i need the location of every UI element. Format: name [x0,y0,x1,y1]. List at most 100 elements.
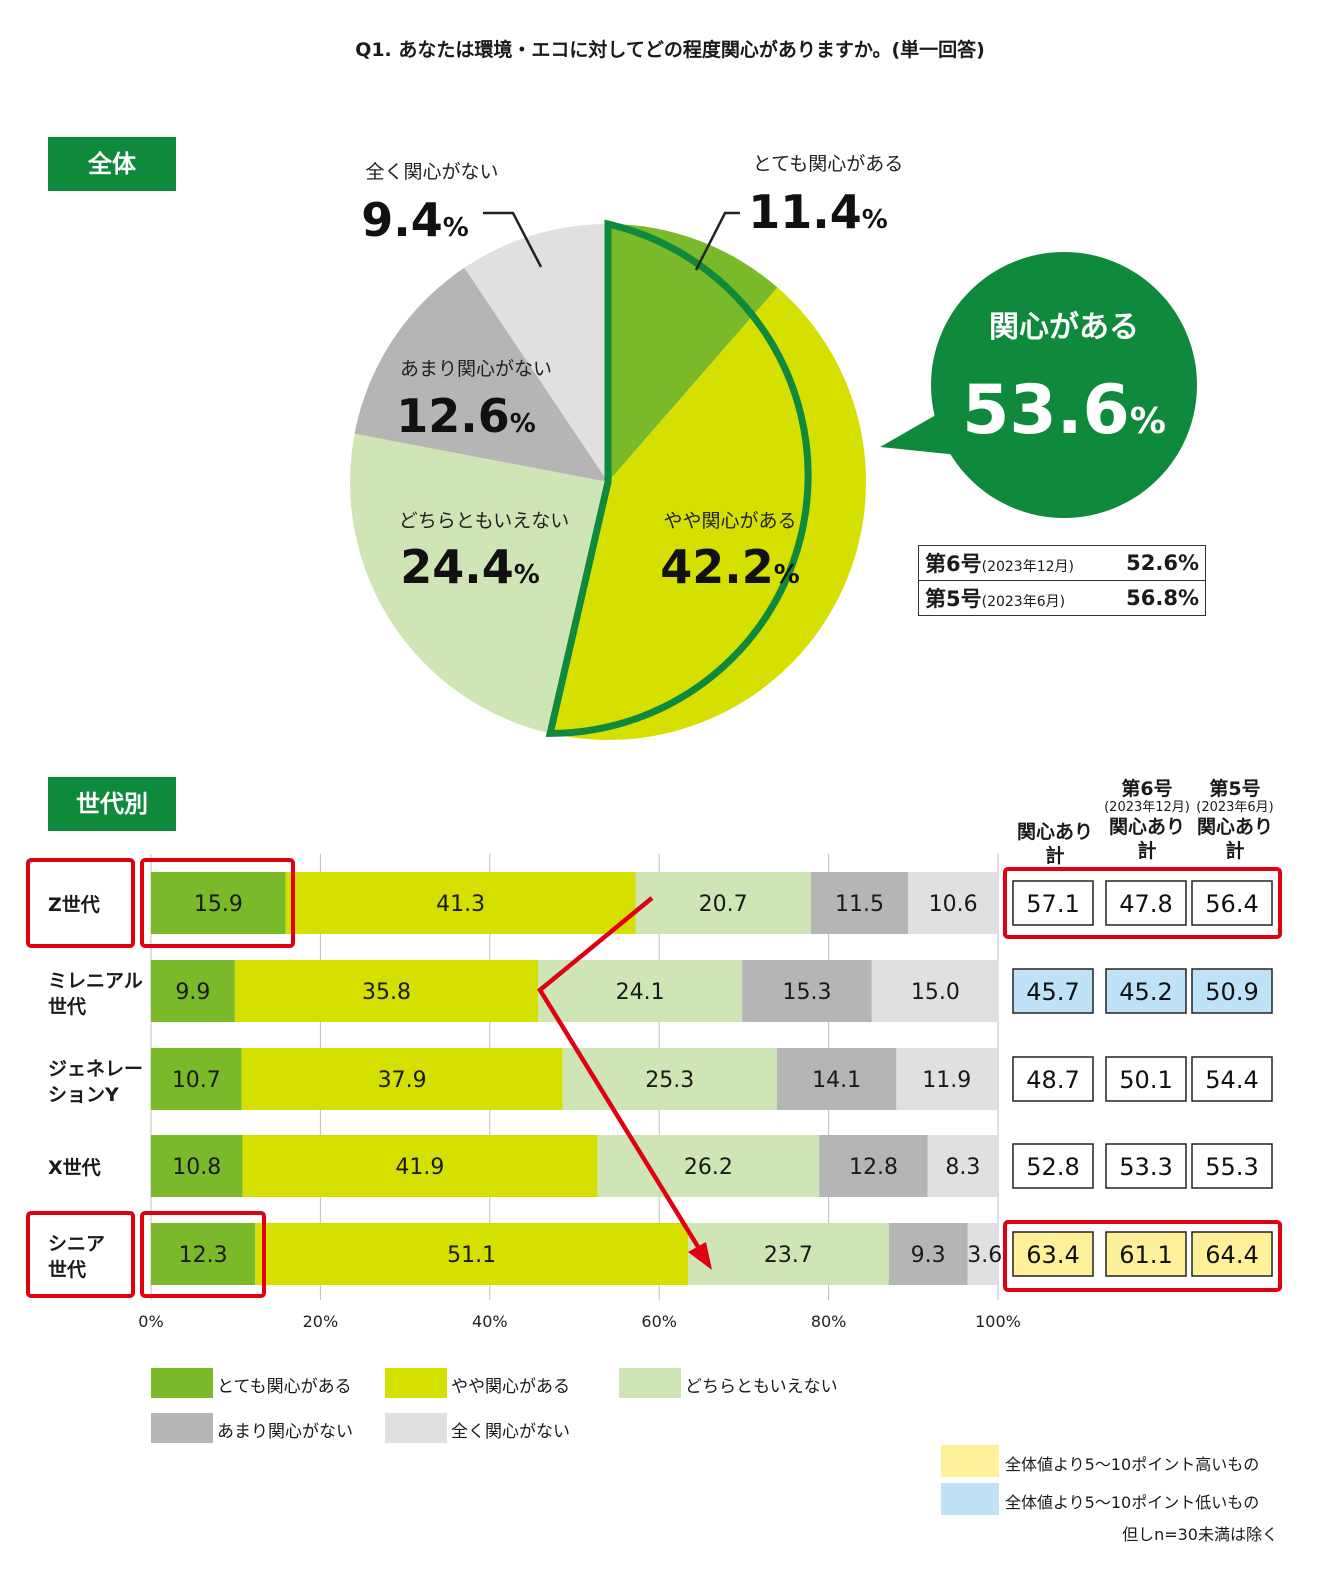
bar-data-label: 15.3 [783,980,832,1005]
bar-data-label: 10.7 [172,1068,221,1093]
note-swatch-high [941,1445,999,1477]
total-value: 48.7 [1026,1066,1079,1094]
legend-label: とても関心がある [217,1377,352,1397]
x-tick-label: 100% [975,1312,1021,1331]
summary-label: 関心がある [989,310,1139,345]
total-box [1105,968,1187,1014]
category-label: 世代 [48,1259,86,1281]
summary-pct: % [1130,401,1166,442]
bar-segment [151,1135,243,1197]
legend-swatch [151,1413,213,1443]
arrow-head [688,1242,712,1270]
category-label: X世代 [48,1157,101,1179]
pie-slice [464,224,608,482]
legend-swatch [385,1368,447,1398]
pie-slice [349,433,608,734]
summary-bubble: 関心がある 53.6% [880,252,1197,518]
comparison-row: 第5号(2023年6月) 56.8% [918,580,1206,616]
bar-data-label: 11.5 [835,892,884,917]
pie-slice [550,287,866,740]
comparison-issue: 第5号 [925,587,982,611]
bar-segment [871,960,999,1022]
bar-data-label: 41.9 [395,1155,444,1180]
bar-data-label: 23.7 [764,1243,813,1268]
total-value: 54.4 [1205,1066,1258,1094]
total-box [1191,968,1273,1014]
section-tag-overall: 全体 [48,137,176,191]
total-value: 63.4 [1026,1241,1079,1269]
pie-slice [608,224,778,482]
category-label: ミレニアル [48,970,143,992]
bar-segment [151,1048,242,1110]
bar-segment [151,1223,256,1285]
bar-data-label: 51.1 [447,1243,496,1268]
summary-value: 53.6 [962,371,1130,450]
total-box [1191,1056,1273,1102]
highlight-frame-senior-very [140,1211,266,1298]
bar-data-label: 12.3 [179,1243,228,1268]
pie-label-name: あまり関心がない [400,358,552,380]
bar-segment [151,960,235,1022]
arrow-line [537,896,702,1252]
bar-segment [927,1135,998,1197]
comparison-row: 第6号(2023年12月) 52.6% [918,545,1206,581]
summary-value-text: 53.6% [962,371,1166,450]
bar-segment [255,1223,688,1285]
bar-data-label: 11.9 [922,1068,971,1093]
total-value: 56.4 [1205,890,1258,918]
total-box [1105,1231,1187,1277]
bar-data-label: 10.8 [172,1155,221,1180]
note-high: 全体値より5～10ポイント高いもの [1005,1455,1260,1474]
bar-segment [242,1135,598,1197]
bubble-circle [931,252,1197,518]
col-header-issue6: 第6号 (2023年12月) 関心あり計 [1104,778,1190,862]
x-tick-label: 60% [641,1312,677,1331]
total-box [1012,1231,1094,1277]
legend-swatch [385,1413,447,1443]
category-label: ジェネレー [48,1058,143,1080]
bar-segment [819,1135,928,1197]
stacked-bar-chart: 15.9 41.3 20.7 11.5 10.6 Z世代 57.1 47.8 56.4 9.9 35… [26,854,1282,1331]
category-label: ションY [48,1084,119,1106]
pie-label-name: とても関心がある [753,153,903,175]
total-box [1012,880,1094,926]
total-value: 55.3 [1205,1153,1258,1181]
bar-data-label: 25.3 [645,1068,694,1093]
pie-label-value: 24.4% [400,540,540,594]
comparison-period: (2023年6月) [981,594,1066,610]
x-tick-label: 80% [811,1312,847,1331]
total-box [1105,880,1187,926]
col-header-issue5: 第5号 (2023年6月) 関心あり計 [1196,778,1274,862]
pie-label-name: 全く関心がない [365,161,498,183]
comparison-period: (2023年12月) [981,559,1074,575]
bar-segment [888,1223,968,1285]
highlight-frame-senior-label [26,1211,135,1298]
bar-segment [908,872,998,934]
legend-label: どちらともいえない [685,1377,838,1397]
bar-data-label: 9.9 [175,980,210,1005]
x-tick-label: 40% [472,1312,508,1331]
total-box [1105,1143,1187,1189]
bar-segment [241,1048,563,1110]
bar-segment [742,960,872,1022]
bar-segment [687,1223,889,1285]
total-value: 61.1 [1119,1241,1172,1269]
x-tick-label: 0% [138,1312,163,1331]
category-label: シニア [48,1233,105,1255]
total-value: 57.1 [1026,890,1079,918]
note-exclusion: 但しn=30未満は除く [1122,1525,1278,1544]
category-label: Z世代 [48,894,100,916]
total-box [1012,968,1094,1014]
bar-segment [234,960,539,1022]
bar-data-label: 20.7 [699,892,748,917]
total-value: 50.9 [1205,978,1258,1006]
interested-group-outline [545,219,812,737]
total-value: 45.2 [1119,978,1172,1006]
total-value: 45.7 [1026,978,1079,1006]
pie-label-value: 42.2% [660,540,800,594]
category-label: 世代 [48,996,86,1018]
bar-segment [285,872,636,934]
pie-label-name: どちらともいえない [399,510,570,532]
bar-data-label: 3.6 [967,1243,1002,1268]
total-value: 53.3 [1119,1153,1172,1181]
